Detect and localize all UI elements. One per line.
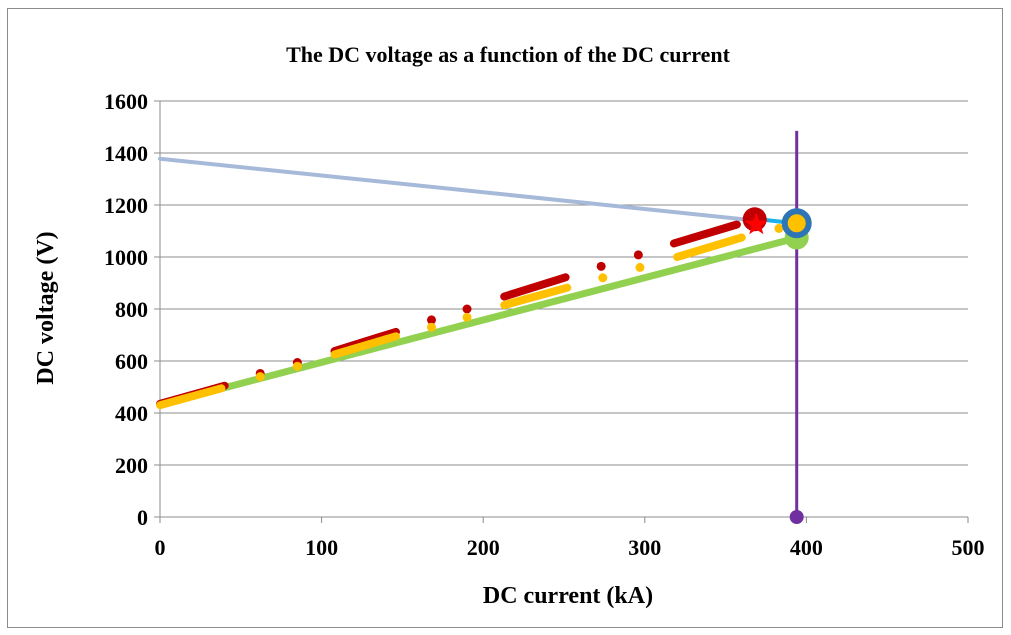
series-dot: [463, 305, 472, 314]
y-tick-labels: 0 200 400 600 800 1000 1200 1400 1600: [104, 89, 148, 530]
y-tick-label: 1600: [104, 89, 148, 114]
marker-ring: [785, 211, 809, 235]
series-line-green: [160, 238, 798, 405]
gridlines: [160, 101, 968, 465]
x-tick-label: 400: [790, 535, 823, 560]
series-dot: [293, 362, 302, 371]
series-dot: [634, 250, 643, 259]
x-tick-labels: 0 100 200 300 400 500: [155, 535, 985, 560]
chart-frame: The DC voltage as a function of the DC c…: [7, 8, 1003, 628]
series-dot: [463, 313, 472, 322]
x-tick-label: 300: [628, 535, 661, 560]
x-tick-label: 100: [305, 535, 338, 560]
series-dot: [427, 323, 436, 332]
x-tick-label: 0: [155, 535, 166, 560]
x-tick-label: 500: [952, 535, 985, 560]
axes: [154, 101, 968, 523]
y-tick-label: 0: [137, 505, 148, 530]
y-tick-label: 1000: [104, 245, 148, 270]
series-line-3: [160, 159, 751, 220]
y-tick-label: 400: [115, 401, 148, 426]
y-tick-label: 200: [115, 453, 148, 478]
y-tick-label: 1400: [104, 141, 148, 166]
dc-voltage-chart: The DC voltage as a function of the DC c…: [8, 9, 1002, 627]
series-dot: [635, 263, 644, 272]
x-tick-label: 200: [467, 535, 500, 560]
series-dot: [256, 372, 265, 381]
y-tick-label: 600: [115, 349, 148, 374]
series-dash-segment: [160, 388, 221, 405]
y-tick-label: 800: [115, 297, 148, 322]
series-dot: [598, 273, 607, 282]
marker-circle: [790, 510, 804, 524]
series-dot: [597, 262, 606, 271]
y-axis-label: DC voltage (V): [33, 231, 59, 384]
y-tick-label: 1200: [104, 193, 148, 218]
x-axis-label: DC current (kA): [483, 583, 653, 609]
chart-title: The DC voltage as a function of the DC c…: [286, 42, 731, 67]
